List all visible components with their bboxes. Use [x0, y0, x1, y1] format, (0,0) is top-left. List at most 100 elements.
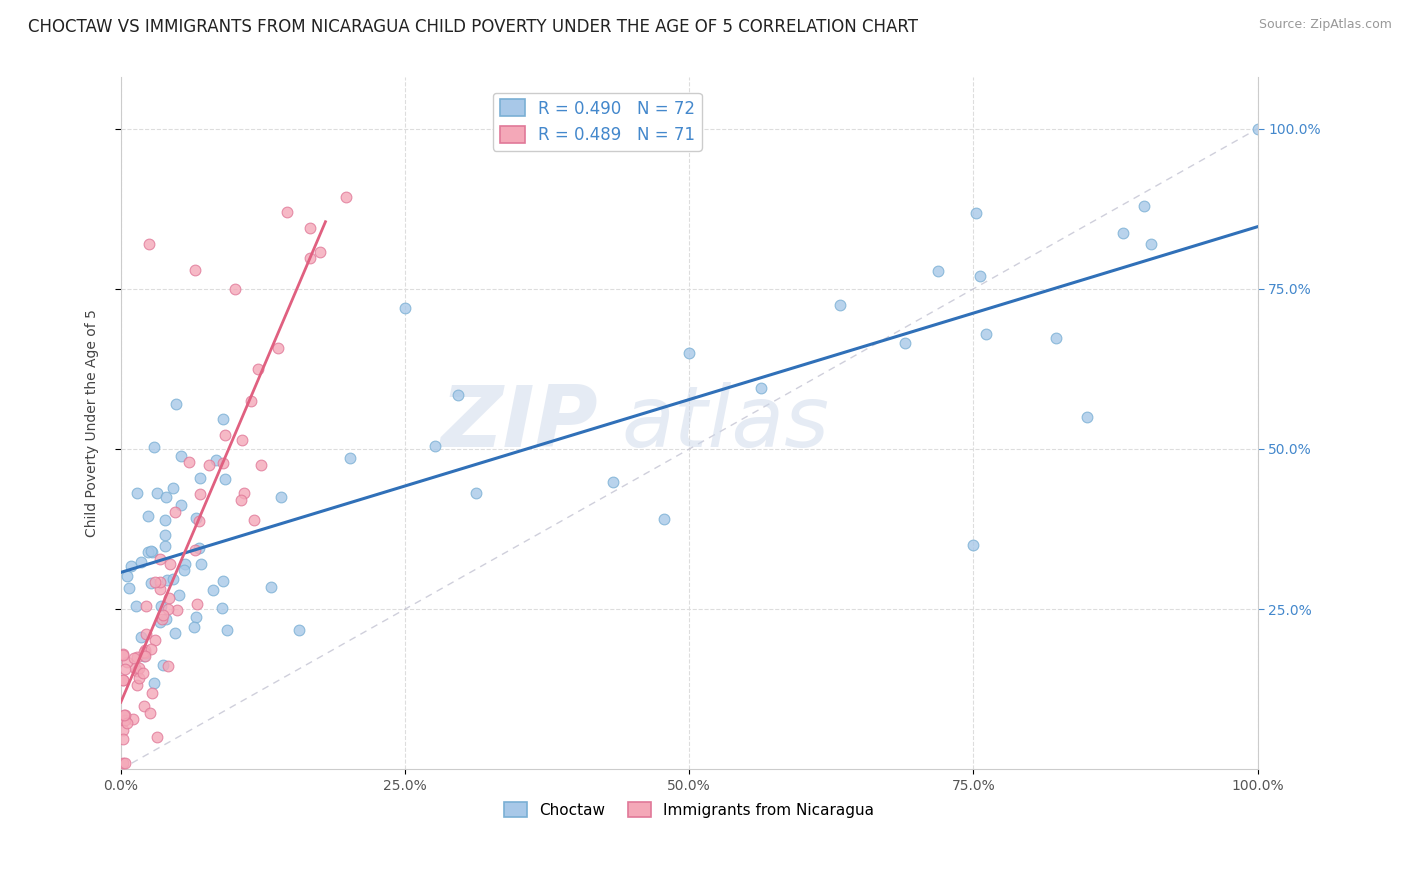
Point	[217, 624, 239, 638]
Point	[204, 452, 226, 467]
Point	[260, 580, 283, 594]
Point	[132, 665, 155, 680]
Point	[128, 671, 150, 685]
Point	[243, 513, 266, 527]
Point	[830, 297, 852, 311]
Point	[131, 631, 153, 645]
Point	[184, 610, 207, 624]
Point	[211, 411, 233, 425]
Point	[163, 625, 186, 640]
Point	[152, 608, 174, 623]
Point	[188, 486, 211, 500]
Point	[1246, 121, 1268, 136]
Point	[112, 707, 135, 722]
Point	[114, 756, 136, 770]
Text: CHOCTAW VS IMMIGRANTS FROM NICARAGUA CHILD POVERTY UNDER THE AGE OF 5 CORRELATIO: CHOCTAW VS IMMIGRANTS FROM NICARAGUA CHI…	[28, 18, 918, 36]
Point	[153, 528, 176, 542]
Point	[135, 599, 157, 613]
Point	[149, 575, 172, 590]
Point	[201, 583, 224, 598]
Point	[249, 458, 271, 472]
Point	[156, 573, 179, 587]
Text: atlas: atlas	[621, 382, 830, 465]
Text: ZIP: ZIP	[440, 382, 599, 465]
Point	[141, 544, 163, 558]
Point	[143, 632, 166, 647]
Point	[1133, 198, 1156, 212]
Point	[167, 588, 190, 602]
Point	[159, 557, 181, 571]
Point	[155, 490, 177, 504]
Point	[150, 599, 173, 614]
Point	[132, 649, 155, 664]
Point	[179, 455, 201, 469]
Point	[425, 439, 447, 453]
Point	[288, 623, 311, 637]
Point	[749, 381, 772, 395]
Point	[112, 756, 135, 770]
Point	[162, 481, 184, 495]
Point	[465, 486, 488, 500]
Point	[112, 732, 135, 747]
Point	[135, 626, 157, 640]
Point	[143, 441, 166, 455]
Point	[299, 252, 322, 266]
Point	[146, 730, 169, 744]
Point	[1112, 226, 1135, 240]
Point	[339, 451, 361, 466]
Point	[132, 699, 155, 714]
Point	[190, 557, 212, 571]
Point	[974, 327, 997, 342]
Point	[141, 686, 163, 700]
Point	[112, 723, 135, 737]
Point	[112, 648, 135, 662]
Point	[212, 574, 235, 589]
Point	[232, 486, 254, 500]
Point	[128, 661, 150, 675]
Point	[224, 282, 246, 296]
Point	[114, 713, 136, 727]
Point	[276, 204, 298, 219]
Point	[678, 346, 700, 360]
Point	[602, 475, 624, 489]
Point	[447, 387, 470, 401]
Point	[157, 591, 180, 605]
Point	[117, 581, 139, 595]
Point	[129, 555, 152, 569]
Point	[246, 361, 269, 376]
Point	[112, 647, 135, 661]
Point	[121, 712, 143, 726]
Point	[155, 612, 177, 626]
Point	[309, 245, 332, 260]
Point	[270, 490, 292, 504]
Point	[150, 611, 173, 625]
Point	[120, 558, 142, 573]
Point	[127, 678, 149, 692]
Point	[184, 542, 207, 557]
Point	[127, 664, 149, 678]
Point	[173, 564, 195, 578]
Point	[143, 575, 166, 590]
Point	[165, 397, 187, 411]
Point	[165, 505, 187, 519]
Point	[969, 268, 991, 283]
Point	[141, 544, 163, 558]
Point	[173, 558, 195, 572]
Point	[125, 649, 148, 664]
Point	[231, 493, 253, 508]
Point	[214, 472, 236, 486]
Point	[156, 602, 179, 616]
Point	[139, 642, 162, 657]
Point	[143, 675, 166, 690]
Legend: Choctaw, Immigrants from Nicaragua: Choctaw, Immigrants from Nicaragua	[498, 796, 880, 824]
Point	[1045, 331, 1067, 345]
Point	[170, 499, 193, 513]
Point	[134, 644, 156, 658]
Point	[212, 456, 235, 470]
Point	[166, 603, 188, 617]
Point	[298, 220, 321, 235]
Point	[962, 538, 984, 552]
Point	[125, 486, 148, 500]
Point	[114, 707, 136, 722]
Point	[927, 263, 949, 277]
